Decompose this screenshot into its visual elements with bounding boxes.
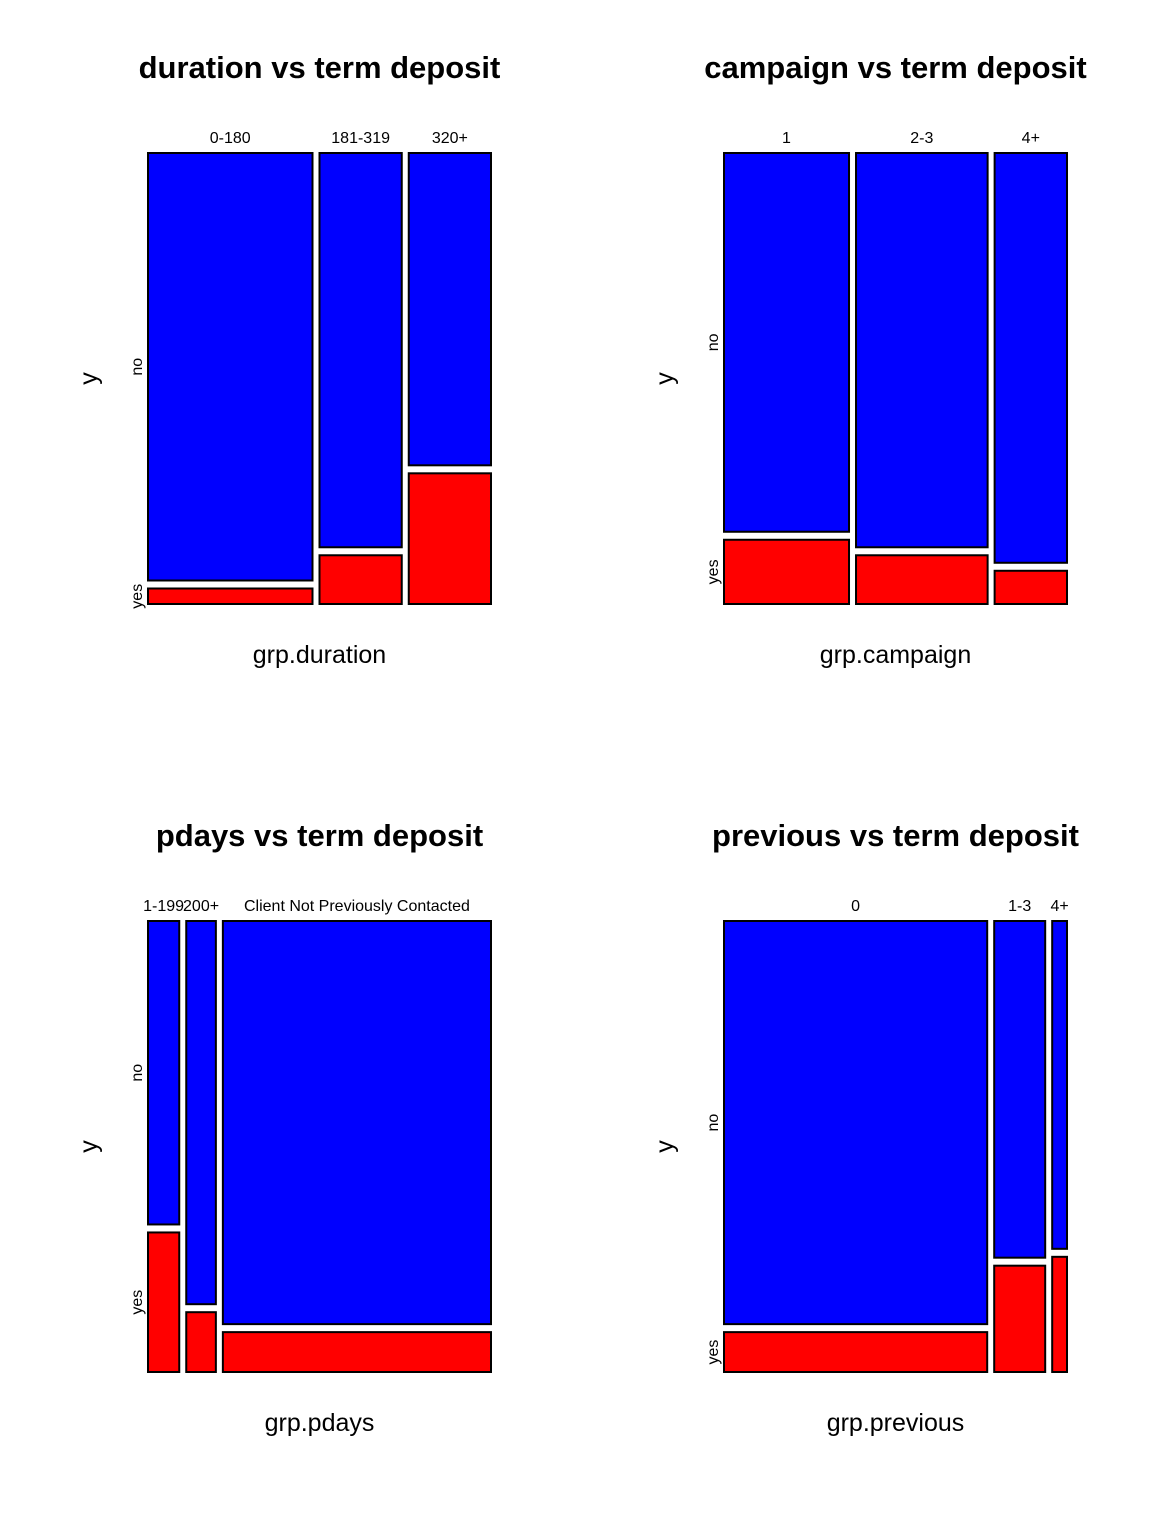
mosaic-tile-yes [855,554,989,606]
mosaic-tile-no [407,152,492,467]
y-axis-label: y [75,1140,103,1153]
mosaic-tile-yes [723,1331,989,1374]
mosaic-panel-4: previous vs term deposit grp.previous y 0 no… [651,818,1079,1437]
y-level-label-no: no [705,1114,722,1132]
x-axis-label: grp.duration [253,641,386,669]
category-label: 4+ [1050,898,1068,915]
mosaic-tile-no [221,920,493,1326]
y-level-label-yes: yes [705,559,722,584]
category-label: Client Not Previously Contacted [244,898,470,915]
mosaic-tile-no [993,152,1068,564]
mosaic-tile-no [318,152,403,549]
mosaic-panel-2: campaign vs term deposit grp.campaign y 1 no… [651,50,1087,669]
chart-title: campaign vs term deposit [704,50,1086,85]
mosaic-tile-no [185,920,217,1306]
category-label: 1 [782,130,791,147]
category-label: 200+ [183,898,219,915]
category-label: 2-3 [910,130,933,147]
mosaic-tile-yes [407,472,492,605]
chart-title: duration vs term deposit [139,50,501,85]
y-axis-label: y [75,372,103,385]
y-level-label-yes: yes [129,584,146,609]
mosaic-tile-no [855,152,989,549]
category-label: 1-3 [1008,898,1031,915]
mosaic-panel-1: duration vs term deposit grp.duration y 0-1… [75,50,500,669]
category-label: 181-319 [331,130,390,147]
mosaic-tile-yes [993,569,1068,606]
chart-title: pdays vs term deposit [156,818,483,853]
mosaic-tile-no [147,920,181,1226]
category-label: 1-199 [143,898,184,915]
y-axis-label: y [651,1140,679,1153]
mosaic-tile-yes [147,587,314,605]
y-level-label-no: no [705,333,722,351]
chart-title: previous vs term deposit [712,818,1079,853]
mosaic-tile-yes [993,1264,1047,1374]
category-label: 0-180 [210,130,251,147]
y-level-label-no: no [129,358,146,376]
category-label: 320+ [432,130,468,147]
y-level-label-yes: yes [705,1340,722,1365]
category-label: 0 [851,898,860,915]
mosaic-tile-yes [147,1231,181,1373]
category-label: 4+ [1022,130,1040,147]
x-axis-label: grp.pdays [265,1409,375,1437]
mosaic-tile-yes [185,1311,217,1373]
x-axis-label: grp.previous [827,1409,965,1437]
x-axis-label: grp.campaign [820,641,971,669]
mosaic-tile-no [723,152,851,533]
mosaic-tile-no [1051,920,1068,1250]
mosaic-tile-no [147,152,314,582]
y-axis-label: y [651,372,679,385]
y-level-label-yes: yes [129,1290,146,1315]
mosaic-tile-no [993,920,1047,1259]
mosaic-panel-3: pdays vs term deposit grp.pdays y 1-199 no ye… [75,818,493,1437]
mosaic-tile-yes [221,1331,493,1374]
mosaic-tile-no [723,920,989,1326]
mosaic-tile-yes [723,538,851,606]
mosaic-tile-yes [1051,1255,1068,1373]
mosaic-tile-yes [318,554,403,606]
y-level-label-no: no [129,1064,146,1082]
